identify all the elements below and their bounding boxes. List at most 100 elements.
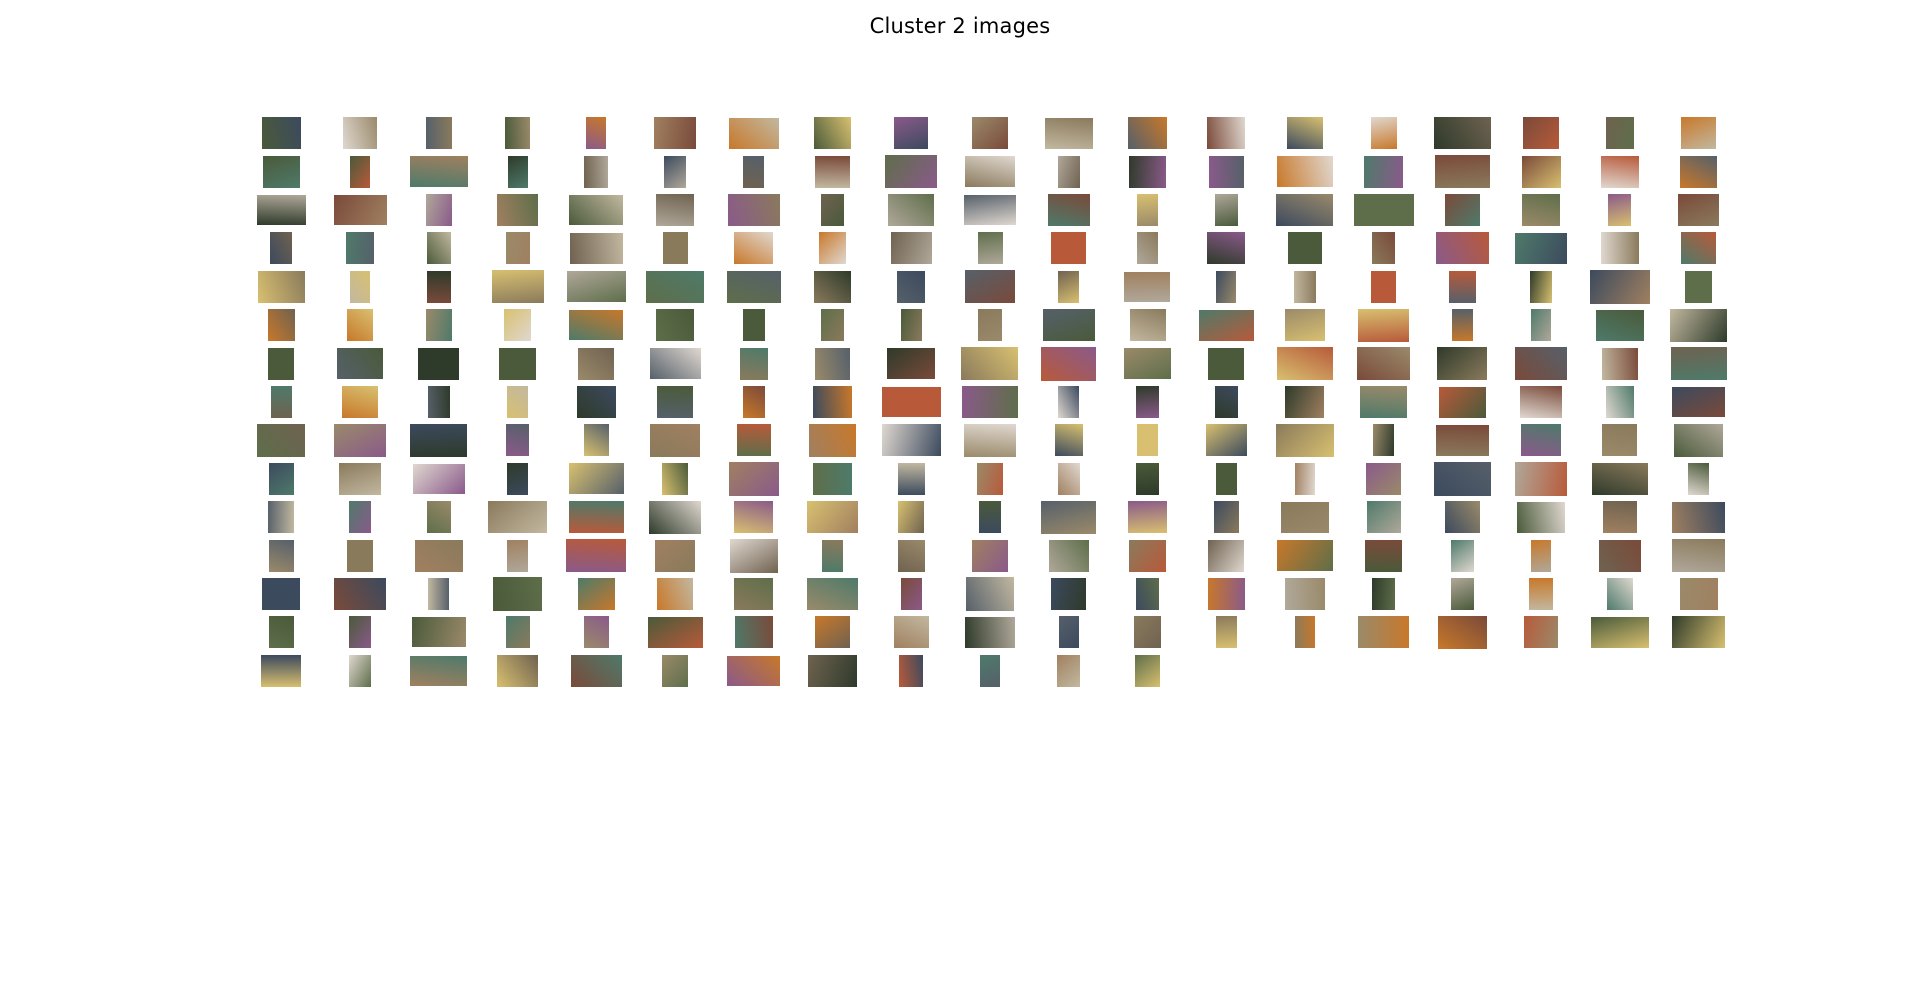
thumbnail-image [808, 654, 857, 687]
thumbnail-image [350, 270, 371, 303]
thumbnail-image [337, 348, 384, 379]
thumbnail-image [1136, 424, 1159, 457]
thumbnail-image [1450, 578, 1475, 610]
thumbnail-image [1214, 386, 1238, 418]
thumbnail-image [1277, 347, 1333, 381]
thumbnail-image [900, 578, 922, 610]
thumbnail-image [1373, 424, 1395, 457]
thumbnail-image [1281, 501, 1329, 533]
thumbnail-image [881, 424, 941, 457]
thumbnail-image [346, 309, 374, 342]
thumbnail-image [427, 232, 451, 265]
thumbnail-image [1678, 194, 1720, 226]
thumbnail-image [1523, 117, 1559, 150]
thumbnail-image [1672, 501, 1726, 533]
thumbnail-image [1590, 270, 1650, 304]
thumbnail-image [1137, 232, 1158, 265]
thumbnail-image [821, 539, 844, 572]
thumbnail-image [1590, 616, 1649, 649]
thumbnail-image [262, 117, 301, 150]
thumbnail-image [1601, 155, 1639, 188]
figure-title: Cluster 2 images [869, 14, 1051, 38]
thumbnail-image [569, 194, 624, 226]
thumbnail-image [1357, 347, 1411, 381]
thumbnail-image [662, 654, 689, 687]
thumbnail-image [1673, 423, 1724, 458]
thumbnail-image [1606, 117, 1634, 150]
thumbnail-image [1444, 194, 1480, 226]
thumbnail-image [1136, 194, 1158, 226]
thumbnail-image [897, 539, 925, 572]
thumbnail-image [647, 617, 703, 648]
thumbnail-image [1057, 654, 1081, 687]
thumbnail-image [1058, 155, 1080, 188]
thumbnail-image [736, 424, 771, 457]
thumbnail-image [1357, 308, 1410, 342]
thumbnail-image [663, 155, 687, 188]
thumbnail-image [1041, 500, 1096, 534]
thumbnail-image [654, 117, 696, 150]
thumbnail-image [728, 117, 779, 149]
thumbnail-image [1127, 117, 1168, 150]
thumbnail-image [972, 117, 1008, 150]
thumbnail-image [1452, 309, 1473, 342]
thumbnail-image [425, 194, 452, 226]
thumbnail-image [965, 270, 1015, 304]
thumbnail-image [1523, 616, 1559, 649]
thumbnail-image [976, 462, 1004, 495]
thumbnail-image [1602, 501, 1637, 534]
thumbnail-image [1042, 309, 1095, 342]
thumbnail-image [728, 462, 779, 496]
thumbnail-image [964, 423, 1016, 458]
thumbnail-image [815, 347, 850, 380]
thumbnail-image [965, 577, 1015, 611]
thumbnail-image [1124, 271, 1171, 302]
thumbnail-image [257, 194, 306, 226]
thumbnail-image [267, 309, 296, 342]
thumbnail-image [1365, 462, 1402, 495]
thumbnail-image [1136, 578, 1159, 610]
thumbnail-image [497, 194, 538, 226]
thumbnail-image [807, 578, 858, 611]
thumbnail-image [412, 463, 466, 494]
thumbnail-image [339, 462, 381, 495]
thumbnail-image [885, 155, 938, 189]
thumbnail-image [1133, 616, 1162, 649]
thumbnail-image [349, 654, 371, 687]
thumbnail-image [576, 386, 616, 418]
thumbnail-image [887, 348, 936, 379]
thumbnail-image [1207, 578, 1245, 610]
thumbnail-image [270, 386, 292, 418]
thumbnail-image [1670, 346, 1727, 381]
thumbnail-image [979, 654, 1001, 687]
thumbnail-image [819, 232, 846, 265]
thumbnail-image [1285, 386, 1325, 418]
thumbnail-image [505, 616, 530, 649]
thumbnail-image [1048, 539, 1089, 572]
thumbnail-image [1208, 539, 1245, 572]
thumbnail-image [1135, 654, 1160, 687]
thumbnail-image [1438, 615, 1487, 650]
thumbnail-image [1437, 347, 1488, 380]
thumbnail-image [899, 654, 924, 687]
thumbnail-image [1294, 462, 1316, 495]
thumbnail-image [727, 193, 780, 227]
thumbnail-image [1129, 155, 1166, 188]
thumbnail-image [961, 347, 1019, 380]
thumbnail-image [893, 616, 929, 649]
thumbnail-image [1591, 462, 1649, 495]
thumbnail-image [734, 232, 774, 265]
thumbnail-image [1671, 616, 1726, 649]
thumbnail-image [726, 270, 781, 303]
thumbnail-image [1679, 578, 1718, 610]
thumbnail-image [809, 424, 856, 457]
thumbnail-image [341, 386, 379, 418]
thumbnail-image [1602, 424, 1638, 457]
thumbnail-image [428, 578, 450, 610]
thumbnail-image [1057, 462, 1080, 495]
thumbnail-image [1215, 616, 1237, 649]
thumbnail-image [569, 501, 624, 534]
thumbnail-image [268, 347, 295, 380]
thumbnail-image [743, 155, 765, 188]
thumbnail-image [1055, 424, 1083, 457]
